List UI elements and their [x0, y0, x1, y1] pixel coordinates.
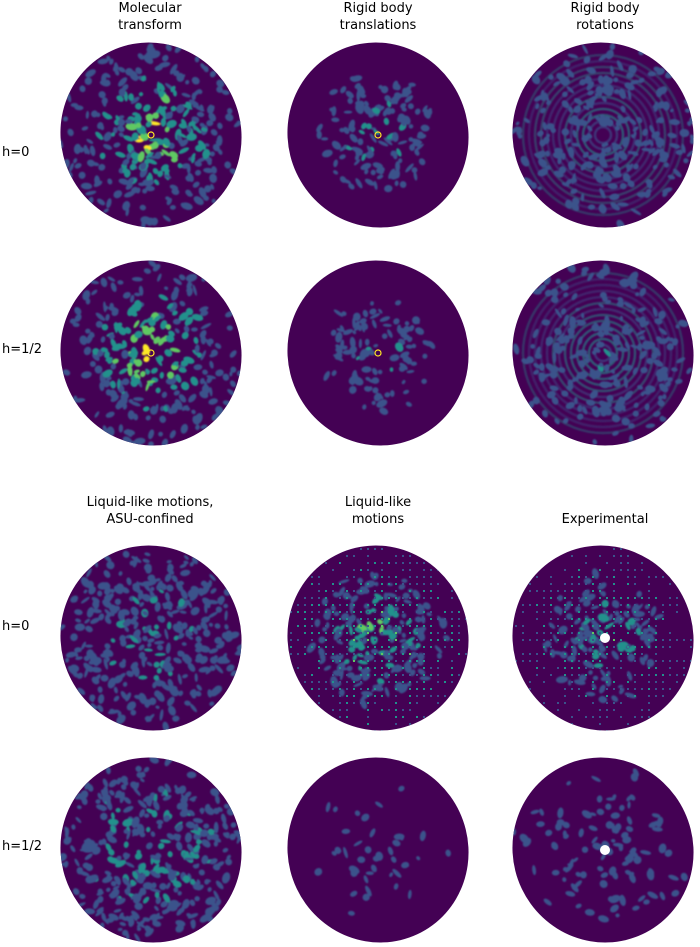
panel-liquid-motions-h-half — [285, 755, 471, 945]
diffraction-image — [285, 258, 471, 448]
panel-experimental-h-half — [510, 755, 696, 945]
diffraction-image — [510, 40, 696, 230]
diffraction-image — [510, 755, 696, 945]
diffraction-image — [58, 258, 244, 448]
panel-molecular-transform-h-half — [58, 258, 244, 448]
column-title-experimental: Experimental — [561, 512, 649, 527]
panel-molecular-transform-h0 — [58, 40, 244, 230]
column-title-liquid-motions: Liquid-like motions — [344, 495, 412, 527]
diffraction-image — [58, 543, 244, 733]
diffraction-image — [285, 755, 471, 945]
column-title-liquid-asu-confined: Liquid-like motions, ASU-confined — [86, 495, 214, 527]
panel-rigid-translations-h-half — [285, 258, 471, 448]
panel-liquid-motions-h0 — [285, 543, 471, 733]
column-title-molecular-transform: Molecular transform — [118, 1, 182, 33]
diffraction-image — [58, 755, 244, 945]
column-title-rigid-translations: Rigid body translations — [339, 1, 417, 33]
row-label-bottom-h-half: h=1/2 — [2, 839, 43, 854]
panel-experimental-h0 — [510, 543, 696, 733]
panel-rigid-rotations-h0 — [510, 40, 696, 230]
diffraction-image — [510, 543, 696, 733]
diffraction-image — [58, 40, 244, 230]
panel-rigid-rotations-h-half — [510, 258, 696, 448]
panel-liquid-asu-h0 — [58, 543, 244, 733]
column-title-rigid-rotations: Rigid body rotations — [570, 1, 640, 33]
row-label-top-h0: h=0 — [2, 145, 30, 160]
diffraction-image — [510, 258, 696, 448]
row-label-bottom-h0: h=0 — [2, 619, 30, 634]
diffraction-image — [285, 40, 471, 230]
panel-liquid-asu-h-half — [58, 755, 244, 945]
row-label-top-h-half: h=1/2 — [2, 342, 43, 357]
panel-rigid-translations-h0 — [285, 40, 471, 230]
diffraction-image — [285, 543, 471, 733]
